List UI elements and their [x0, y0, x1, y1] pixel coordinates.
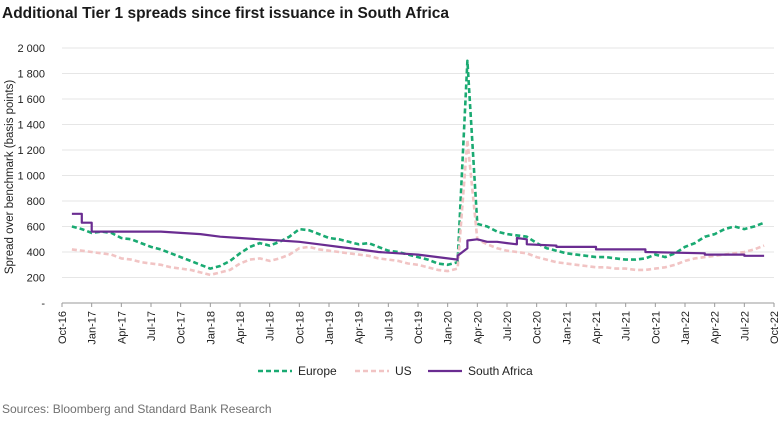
x-tick-label: Oct-21 [650, 311, 662, 344]
y-tick-label: 600 [27, 222, 45, 234]
y-axis-label: Spread over benchmark (basis points) [4, 80, 16, 274]
x-tick-label: Jan-17 [87, 311, 99, 345]
x-tick-label: Jul-22 [739, 311, 751, 341]
y-tick-label: 1 000 [17, 171, 45, 183]
chart-title: Additional Tier 1 spreads since first is… [2, 5, 450, 22]
y-tick-label: 2 000 [17, 43, 45, 55]
x-tick-label: Apr-17 [116, 311, 128, 344]
x-tick-label: Jul-17 [146, 311, 158, 341]
x-tick-label: Oct-18 [294, 311, 306, 344]
legend: Europe US South Africa [258, 364, 533, 378]
x-tick-label: Apr-20 [472, 311, 484, 344]
x-tick-label: Oct-16 [57, 311, 69, 344]
source-note: Sources: Bloomberg and Standard Bank Res… [2, 402, 272, 416]
series-line-us [71, 138, 765, 277]
series-line-south-africa [71, 212, 765, 261]
series-line-europe [71, 59, 765, 270]
y-tick-label: 200 [27, 273, 45, 285]
x-tick-label: Oct-19 [413, 311, 425, 344]
x-axis-ticks: Oct-16 Jan-17 Apr-17 Jul-17 Oct-17 Jan-18 Apr-… [57, 303, 781, 345]
x-tick-label: Jul-21 [621, 311, 633, 341]
gridlines [62, 47, 774, 278]
legend-label: South Africa [468, 364, 533, 378]
x-tick-label: Jan-18 [205, 311, 217, 345]
y-tick-label: 1 800 [17, 69, 45, 81]
x-tick-label: Apr-19 [354, 311, 366, 344]
x-tick-label: Oct-17 [176, 311, 188, 344]
x-tick-label: Jan-19 [324, 311, 336, 345]
x-tick-label: Jul-19 [383, 311, 395, 341]
x-tick-label: Oct-22 [769, 311, 781, 344]
y-tick-label: 1 400 [17, 120, 45, 132]
line-chart: - 200 400 600 800 1 000 1 200 1 400 1 600 1 800 2 … [4, 43, 781, 378]
x-tick-label: Jan-20 [443, 311, 455, 345]
x-tick-label: Oct-20 [532, 311, 544, 344]
series-lines [71, 59, 765, 277]
x-tick-label: Jan-21 [561, 311, 573, 345]
x-tick-label: Jul-20 [502, 311, 514, 341]
y-axis-ticks: - 200 400 600 800 1 000 1 200 1 400 1 600 1 800 2 … [17, 43, 45, 310]
legend-label: Europe [298, 364, 337, 378]
x-tick-label: Apr-21 [591, 311, 603, 344]
y-tick-label: 1 200 [17, 145, 45, 157]
x-tick-label: Apr-22 [710, 311, 722, 344]
x-tick-label: Jul-18 [265, 311, 277, 341]
x-tick-label: Jan-22 [680, 311, 692, 345]
legend-label: US [395, 364, 412, 378]
y-tick-label: 400 [27, 247, 45, 259]
y-tick-label: 1 600 [17, 94, 45, 106]
y-tick-label: - [41, 298, 45, 310]
y-tick-label: 800 [27, 196, 45, 208]
x-tick-label: Apr-18 [235, 311, 247, 344]
